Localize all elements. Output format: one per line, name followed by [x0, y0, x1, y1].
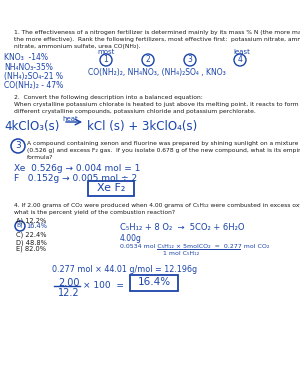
Text: what is the percent yield of the combustion reaction?: what is the percent yield of the combust…	[14, 210, 175, 215]
Text: nitrate, ammonium sulfate, urea CO(NH₂).: nitrate, ammonium sulfate, urea CO(NH₂).	[14, 44, 141, 49]
Text: × 100  =: × 100 =	[83, 281, 124, 290]
Text: KNO₃  -14%: KNO₃ -14%	[4, 53, 48, 62]
Text: C) 22.4%: C) 22.4%	[16, 232, 46, 239]
Text: 4kClO₃(s): 4kClO₃(s)	[4, 120, 59, 133]
Text: 3: 3	[188, 55, 192, 64]
Bar	[88, 181, 134, 196]
Text: most: most	[97, 49, 114, 55]
Text: 2.00: 2.00	[58, 278, 80, 288]
Text: E) 82.0%: E) 82.0%	[16, 246, 46, 253]
Text: 0.0534 mol C₅H₁₂ × 5molCO₂  =  0.277 mol CO₂: 0.0534 mol C₅H₁₂ × 5molCO₂ = 0.277 mol C…	[120, 244, 269, 249]
Text: Xe F₂: Xe F₂	[97, 183, 125, 193]
Text: 12.2: 12.2	[58, 288, 80, 298]
Text: 4. If 2.00 grams of CO₂ were produced when 4.00 grams of C₅H₁₂ were combusted in: 4. If 2.00 grams of CO₂ were produced wh…	[14, 203, 300, 208]
Text: least: least	[233, 49, 250, 55]
Text: 16.4%: 16.4%	[26, 223, 47, 229]
Text: (NH₄)₂SO₄-21 %: (NH₄)₂SO₄-21 %	[4, 72, 63, 81]
Text: 1 mol C₅H₁₂: 1 mol C₅H₁₂	[163, 251, 199, 256]
Text: When crystalline potassium chlorate is heated to just above its melting point, i: When crystalline potassium chlorate is h…	[14, 102, 300, 107]
Text: Xe  0.526g → 0.004 mol = 1: Xe 0.526g → 0.004 mol = 1	[14, 164, 140, 173]
Text: 2.  Convert the following description into a balanced equation:: 2. Convert the following description int…	[14, 95, 203, 100]
Text: F   0.152g → 0.005 mol ÷ 2: F 0.152g → 0.005 mol ÷ 2	[14, 174, 137, 183]
Text: kCl (s) + 3kClO₄(s): kCl (s) + 3kClO₄(s)	[87, 120, 197, 133]
Bar	[130, 275, 178, 291]
Text: different crystalline compounds, potassium chloride and potassium perchlorate.: different crystalline compounds, potassi…	[14, 109, 256, 114]
Text: CO(NH₂)₂, NH₄NO₃, (NH₄)₂SO₄ , KNO₃: CO(NH₂)₂, NH₄NO₃, (NH₄)₂SO₄ , KNO₃	[88, 68, 226, 77]
Text: 2: 2	[146, 55, 150, 64]
Text: A compound containing xenon and fluorine was prepared by shining sunlight on a m: A compound containing xenon and fluorine…	[27, 141, 300, 146]
Text: 1: 1	[103, 55, 108, 64]
Text: CO(NH₂)₂ - 47%: CO(NH₂)₂ - 47%	[4, 81, 63, 90]
Text: C₅H₁₂ + 8 O₂  →  5CO₂ + 6H₂O: C₅H₁₂ + 8 O₂ → 5CO₂ + 6H₂O	[120, 223, 244, 232]
Text: the more effective).  Rank the following fertilizers, most effective first:  pot: the more effective). Rank the following …	[14, 37, 300, 42]
Text: 0.277 mol × 44.01 g/mol = 12.196g: 0.277 mol × 44.01 g/mol = 12.196g	[52, 265, 197, 274]
Text: formula?: formula?	[27, 155, 53, 160]
Text: (0.526 g) and excess F₂ gas.  If you isolate 0.678 g of the new compound, what i: (0.526 g) and excess F₂ gas. If you isol…	[27, 148, 300, 153]
Text: D) 48.8%: D) 48.8%	[16, 239, 47, 246]
Text: A) 12.2%: A) 12.2%	[16, 218, 46, 225]
Text: 16.4%: 16.4%	[137, 277, 171, 287]
Text: 1. The effectiveness of a nitrogen fertilizer is determined mainly by its mass %: 1. The effectiveness of a nitrogen ferti…	[14, 30, 300, 35]
Text: 4: 4	[238, 55, 242, 64]
Text: B): B)	[17, 223, 23, 229]
Text: NH₄NO₃-35%: NH₄NO₃-35%	[4, 63, 53, 72]
Text: 3: 3	[15, 142, 21, 151]
Text: heat: heat	[62, 116, 78, 122]
Text: 4.00g: 4.00g	[120, 234, 142, 243]
